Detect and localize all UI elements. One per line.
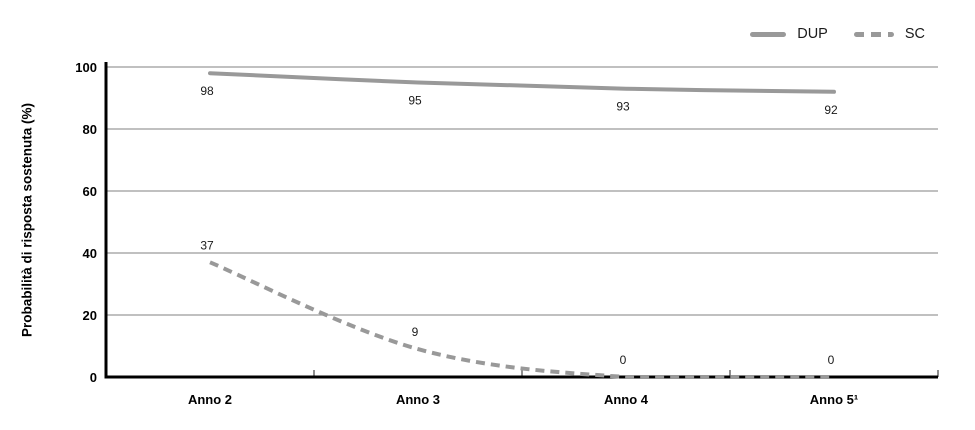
y-tick-label-80: 80 xyxy=(83,122,97,137)
data-label-dup-0: 98 xyxy=(200,84,214,98)
x-category-label: Anno 2 xyxy=(188,392,232,407)
data-label-sc-0: 37 xyxy=(200,238,214,252)
y-tick-label-60: 60 xyxy=(83,184,97,199)
x-category-label: Anno 5¹ xyxy=(810,392,858,407)
x-category-label: Anno 4 xyxy=(604,392,649,407)
legend-item-dup: DUP xyxy=(750,26,828,42)
x-category-label: Anno 3 xyxy=(396,392,440,407)
y-tick-label-40: 40 xyxy=(83,246,97,261)
data-label-dup-1: 95 xyxy=(408,94,422,108)
y-axis-title: Probabilità di risposta sostenuta (%) xyxy=(19,102,35,338)
sc-line-sample-icon xyxy=(853,31,894,37)
legend-label-dup: DUP xyxy=(797,26,828,42)
series-line-sc xyxy=(209,260,834,380)
data-label-dup-3: 92 xyxy=(824,103,838,117)
dup-line-sample-icon xyxy=(750,31,787,37)
data-label-sc-2: 0 xyxy=(620,353,627,367)
y-tick-label-20: 20 xyxy=(83,308,97,323)
legend-label-sc: SC xyxy=(904,26,925,42)
data-label-sc-3: 0 xyxy=(828,353,835,367)
data-label-dup-2: 93 xyxy=(616,100,630,114)
y-tick-label-0: 0 xyxy=(90,370,97,385)
legend: DUP SC xyxy=(750,26,925,42)
data-label-sc-1: 9 xyxy=(412,325,419,339)
legend-item-sc: SC xyxy=(853,26,925,42)
series-line-dup xyxy=(208,71,836,94)
y-tick-label-100: 100 xyxy=(75,60,97,75)
